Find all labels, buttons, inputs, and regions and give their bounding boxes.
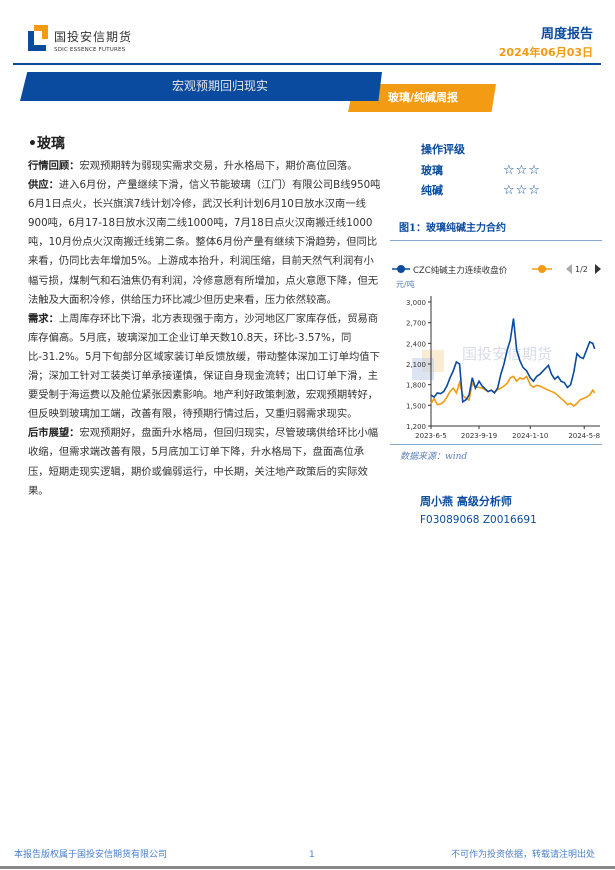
paragraph-label: 供应： (28, 179, 59, 192)
logo-subtext: SDIC ESSENCE FUTURES (54, 47, 126, 53)
source-rule (390, 444, 602, 445)
paragraph-text: 进入6月份，产量继续下滑，信义节能玻璃（江门）有限公司B线950吨6月1日点火，… (28, 179, 381, 306)
x-tick-label: 2024-1-10 (512, 432, 548, 440)
y-tick-label: 1,200 (406, 423, 426, 431)
x-tick-label: 2024-5-8 (568, 432, 600, 440)
paragraph-outlook: 后市展望：宏观预期好，盘面升水格局，但回归现实，尽管玻璃供给环比小幅收缩，但需求… (28, 424, 382, 500)
y-tick-label: 1,500 (406, 402, 426, 410)
y-tick-label: 3,000 (406, 299, 426, 307)
legend-page: 1/2 (575, 265, 588, 274)
legend-marker (538, 265, 546, 273)
series-line-0 (430, 318, 596, 404)
legend-label: CZC纯碱主力连续收盘价 (413, 265, 508, 276)
price-chart: 国投安信期货1,2001,5001,8002,1002,4002,7003,00… (392, 264, 601, 440)
section-title: •玻璃 (28, 136, 65, 152)
y-tick-label: 2,700 (406, 320, 426, 328)
unit-label: 元/吨 (396, 279, 415, 289)
rating-stars: ☆☆☆ (503, 163, 541, 178)
author: 周小燕 高级分析师 (420, 495, 512, 508)
paragraph-label: 后市展望： (28, 427, 80, 440)
title-banner (20, 72, 382, 101)
report-type: 周度报告 (540, 27, 593, 42)
paragraph-label: 行情回顾： (28, 160, 80, 172)
paragraph-text: 宏观预期转为弱现实需求交易，升水格局下，期价高位回落。 (79, 160, 358, 172)
data-source: 数据来源：wind (400, 452, 468, 462)
rating-title: 操作评级 (421, 143, 465, 156)
y-tick-label: 1,800 (406, 382, 426, 390)
main-content: •玻璃 行情回顾：宏观预期转为弱现实需求交易，升水格局下，期价高位回落。 供应：… (28, 133, 382, 501)
paragraph-demand: 需求：上周库存环比下滑，北方表现强于南方，沙河地区厂家库存低，贸易商库存偏高。5… (28, 310, 382, 425)
legend-prev-icon[interactable] (566, 264, 572, 274)
paragraph-text: 上周库存环比下滑，北方表现强于南方，沙河地区厂家库存低，贸易商库存偏高。5月底，… (28, 312, 380, 421)
license-number: F03089068 Z0016691 (420, 514, 537, 526)
paragraph-review: 行情回顾：宏观预期转为弱现实需求交易，升水格局下，期价高位回落。 (28, 157, 382, 176)
paragraph-text: 宏观预期好，盘面升水格局，但回归现实，尽管玻璃供给环比小幅收缩，但需求端改善有限… (28, 427, 379, 497)
series-line-1 (430, 375, 596, 408)
rating-stars: ☆☆☆ (503, 183, 541, 198)
rating-name: 玻璃 (421, 164, 443, 177)
header-divider (13, 63, 601, 65)
page-number: 1 (309, 850, 315, 860)
footer-line (0, 866, 615, 869)
figure-title: 图1：玻璃纯碱主力合约 (399, 223, 506, 234)
logo-text: 国投安信期货 (54, 30, 133, 44)
figure-rule (390, 240, 602, 241)
disclaimer: 不可作为投资依据，转载请注明出处 (450, 850, 595, 860)
copyright: 本报告版权属于国投安信期货有限公司 (14, 850, 168, 860)
y-tick-label: 2,400 (406, 340, 426, 348)
title-banner-text: 宏观预期回归现实 (171, 79, 268, 93)
paragraph-label: 需求： (28, 312, 59, 325)
rating-name: 纯碱 (421, 184, 443, 197)
report-date: 2024年06月03日 (498, 46, 593, 59)
paragraph-supply: 供应：进入6月份，产量继续下滑，信义节能玻璃（江门）有限公司B线950吨6月1日… (28, 176, 382, 310)
logo-icon (28, 25, 48, 51)
legend-marker (397, 265, 405, 273)
y-tick-label: 2,100 (406, 361, 426, 369)
category-banner-text: 玻璃/纯碱周报 (388, 91, 459, 104)
x-tick-label: 2023-6-5 (415, 432, 447, 440)
legend-next-icon[interactable] (595, 264, 601, 274)
x-tick-label: 2023-9-19 (461, 432, 497, 440)
